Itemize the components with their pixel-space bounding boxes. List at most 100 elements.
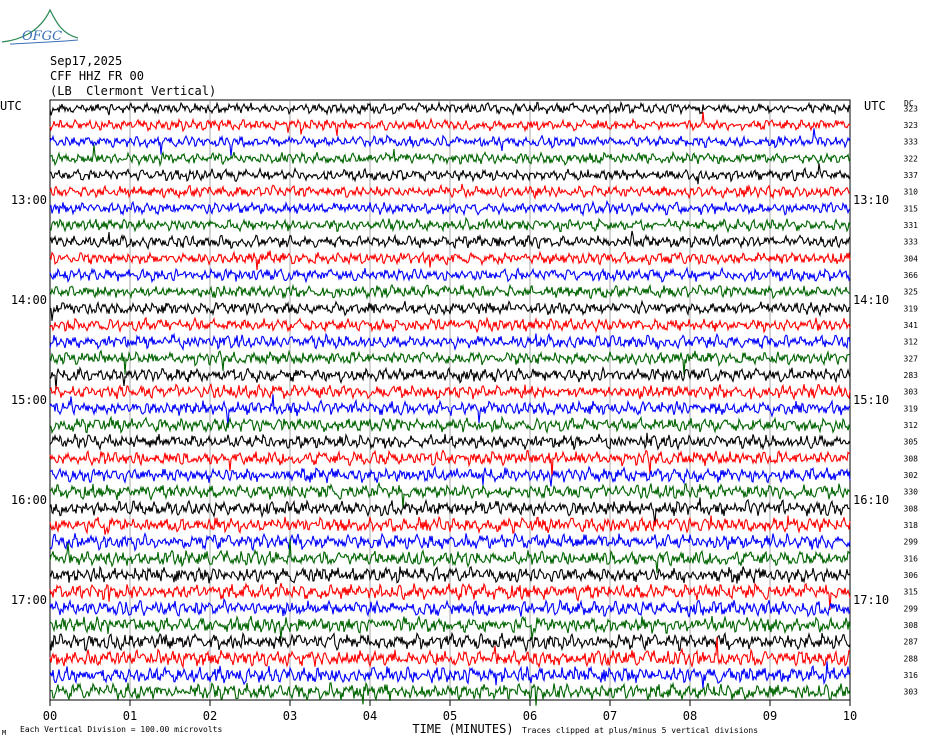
trace-row-35 [49, 661, 851, 689]
trace-row-36 [49, 681, 851, 706]
dc-offset-label: 315 [904, 204, 919, 213]
x-tick-label: 10 [843, 709, 857, 723]
x-tick-label: 00 [43, 709, 57, 723]
left-time-label: 16:00 [11, 493, 47, 507]
trace-row-21 [49, 432, 851, 451]
dc-offset-label: 316 [904, 554, 919, 563]
x-tick-label: 05 [443, 709, 457, 723]
x-tick-label: 06 [523, 709, 537, 723]
trace-row-32 [49, 615, 851, 640]
trace-row-12 [49, 283, 851, 300]
trace-row-6 [49, 183, 851, 200]
trace-row-29 [49, 565, 851, 584]
x-axis-title: TIME (MINUTES) [412, 722, 513, 736]
dc-offset-label: 316 [904, 671, 919, 680]
trace-row-17 [49, 365, 851, 390]
right-time-label: 14:10 [853, 293, 889, 307]
trace-row-5 [49, 163, 851, 185]
dc-offset-label: 333 [904, 138, 919, 147]
trace-row-16 [49, 349, 851, 376]
dc-offset-label: 303 [904, 688, 919, 697]
trace-row-9 [49, 230, 851, 251]
trace-row-13 [49, 299, 851, 321]
dc-offset-label: 304 [904, 254, 919, 263]
dc-offset-label: 315 [904, 588, 919, 597]
trace-row-20 [49, 415, 851, 435]
utc-label-right: UTC [864, 99, 886, 113]
trace-row-23 [49, 465, 851, 487]
trace-row-31 [49, 597, 851, 618]
dc-offset-label: 330 [904, 488, 919, 497]
trace-row-19 [49, 394, 851, 428]
dc-offset-label: 302 [904, 471, 919, 480]
trace-row-26 [49, 515, 851, 535]
trace-row-27 [49, 531, 851, 552]
x-tick-label: 07 [603, 709, 617, 723]
dc-offset-label: 333 [904, 238, 919, 247]
trace-row-24 [49, 481, 851, 509]
dc-offset-label: 331 [904, 221, 919, 230]
trace-row-28 [49, 538, 851, 574]
dc-offset-label: 306 [904, 571, 919, 580]
dc-offset-label: 299 [904, 604, 919, 613]
dc-offset-label: 325 [904, 288, 919, 297]
dc-offset-label: 283 [904, 371, 919, 380]
trace-row-2 [49, 111, 851, 136]
trace-row-3 [49, 128, 851, 157]
right-time-label: 17:10 [853, 593, 889, 607]
dc-offset-label: 323 [904, 121, 919, 130]
dc-offset-label: 323 [904, 104, 919, 113]
dc-offset-label: 327 [904, 354, 919, 363]
dc-label: DC [904, 99, 914, 108]
dc-offset-label: 318 [904, 521, 919, 530]
dc-offset-label: 337 [904, 171, 919, 180]
station-label: CFF HHZ FR 00 [50, 69, 144, 83]
right-time-label: 15:10 [853, 393, 889, 407]
dc-offset-label: 341 [904, 321, 919, 330]
dc-offset-label: 308 [904, 454, 919, 463]
trace-row-8 [49, 216, 851, 234]
dc-offset-label: 319 [904, 304, 919, 313]
utc-label-left: UTC [0, 99, 22, 113]
trace-row-15 [49, 332, 851, 352]
dc-offset-label: 308 [904, 621, 919, 630]
dc-offset-label: 366 [904, 271, 919, 280]
x-tick-label: 03 [283, 709, 297, 723]
left-time-label: 14:00 [11, 293, 47, 307]
left-time-label: 15:00 [11, 393, 47, 407]
right-time-label: 16:10 [853, 493, 889, 507]
left-time-label: 13:00 [11, 193, 47, 207]
dc-offset-label: 312 [904, 338, 919, 347]
dc-offset-label: 312 [904, 421, 919, 430]
trace-row-18 [49, 383, 851, 401]
trace-row-25 [49, 497, 851, 525]
trace-row-1 [49, 100, 851, 117]
trace-row-7 [49, 199, 851, 217]
trace-row-22 [49, 449, 851, 478]
dc-offset-label: 310 [904, 188, 919, 197]
ofgc-logo: OFGC [1, 8, 79, 45]
x-tick-label: 02 [203, 709, 217, 723]
date-label: Sep17,2025 [50, 54, 123, 68]
right-time-label: 13:10 [853, 193, 889, 207]
trace-row-10 [49, 250, 851, 271]
x-tick-label: 08 [683, 709, 697, 723]
dc-offset-label: 319 [904, 404, 919, 413]
dc-offset-label: 308 [904, 504, 919, 513]
trace-row-30 [49, 582, 851, 611]
location-label: (LB Clermont Vertical) [50, 84, 217, 98]
dc-offset-label: 299 [904, 538, 919, 547]
logo-text: OFGC [22, 29, 62, 44]
x-tick-label: 01 [123, 709, 137, 723]
x-tick-label: 04 [363, 709, 377, 723]
footer-clip-note: Traces clipped at plus/minus 5 vertical … [522, 726, 758, 735]
dc-offset-label: 288 [904, 654, 919, 663]
trace-row-34 [49, 637, 851, 669]
trace-row-14 [49, 316, 851, 334]
x-tick-label: 09 [763, 709, 777, 723]
footer-scale-note: Each Vertical Division = 100.00 microvol… [20, 725, 222, 734]
dc-offset-label: 287 [904, 638, 919, 647]
trace-row-4 [49, 144, 851, 168]
footer-mark: M [2, 729, 6, 737]
